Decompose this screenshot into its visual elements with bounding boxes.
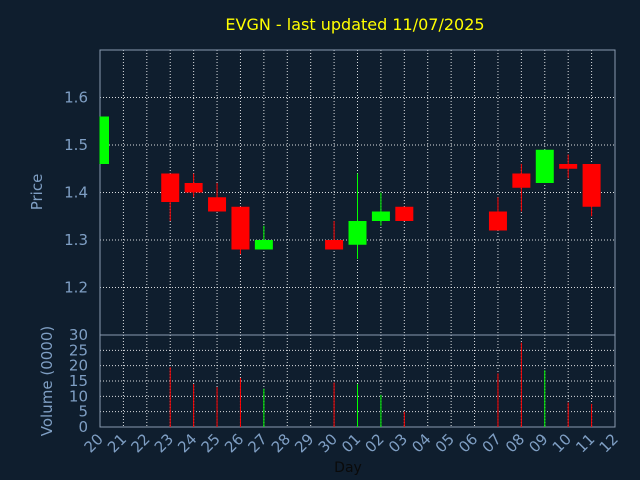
volume-tick-label: 20 — [69, 357, 88, 375]
volume-tick-label: 30 — [69, 326, 88, 344]
candle-body — [512, 173, 531, 188]
candle-body — [395, 206, 414, 221]
price-tick-label: 1.3 — [64, 231, 88, 249]
x-tick-label: 25 — [198, 430, 224, 456]
candle-body — [161, 173, 180, 202]
volume-axis-label: Volume (0000) — [38, 326, 56, 436]
volume-tick-label: 25 — [69, 341, 88, 359]
x-tick-label: 22 — [127, 430, 153, 456]
price-tick-label: 1.5 — [64, 136, 88, 154]
x-tick-label: 29 — [291, 430, 317, 456]
x-tick-label: 05 — [432, 430, 458, 456]
price-tick-label: 1.2 — [64, 279, 88, 297]
x-axis-label: Day — [334, 460, 362, 476]
x-tick-label: 09 — [525, 430, 551, 456]
x-tick-label: 01 — [338, 430, 364, 456]
chart-title: EVGN - last updated 11/07/2025 — [225, 15, 484, 34]
candle-body — [325, 240, 344, 250]
x-tick-label: 08 — [502, 430, 528, 456]
x-tick-label: 23 — [151, 430, 177, 456]
x-tick-label: 04 — [408, 430, 434, 456]
candle-body — [559, 164, 578, 169]
candle-body — [231, 206, 250, 250]
candle-body — [535, 149, 554, 183]
price-tick-label: 1.4 — [64, 184, 88, 202]
candle-body — [582, 164, 601, 207]
volume-tick-label: 15 — [69, 372, 88, 390]
x-tick-label: 03 — [385, 430, 411, 456]
x-tick-label: 27 — [244, 430, 270, 456]
price-tick-label: 1.6 — [64, 89, 88, 107]
candle-body — [488, 211, 507, 231]
candle-body — [208, 197, 227, 212]
x-tick-label: 06 — [455, 430, 481, 456]
x-tick-label: 02 — [362, 430, 388, 456]
candle-body — [371, 211, 390, 221]
volume-tick-label: 10 — [69, 387, 88, 405]
candle-body — [100, 116, 109, 164]
x-tick-label: 11 — [572, 430, 598, 456]
x-tick-label: 10 — [549, 430, 575, 456]
x-tick-label: 07 — [479, 430, 505, 456]
price-axis-label: Price — [28, 174, 46, 211]
x-tick-label: 24 — [174, 430, 200, 456]
candle-body — [254, 240, 273, 250]
volume-tick-label: 0 — [78, 418, 88, 436]
volume-tick-label: 5 — [78, 403, 88, 421]
candle-body — [348, 221, 367, 245]
x-tick-label: 12 — [596, 430, 622, 456]
candle-body — [184, 183, 203, 193]
x-tick-label: 28 — [268, 430, 294, 456]
x-tick-label: 26 — [221, 430, 247, 456]
x-tick-label: 21 — [104, 430, 130, 456]
x-tick-label: 30 — [315, 430, 341, 456]
